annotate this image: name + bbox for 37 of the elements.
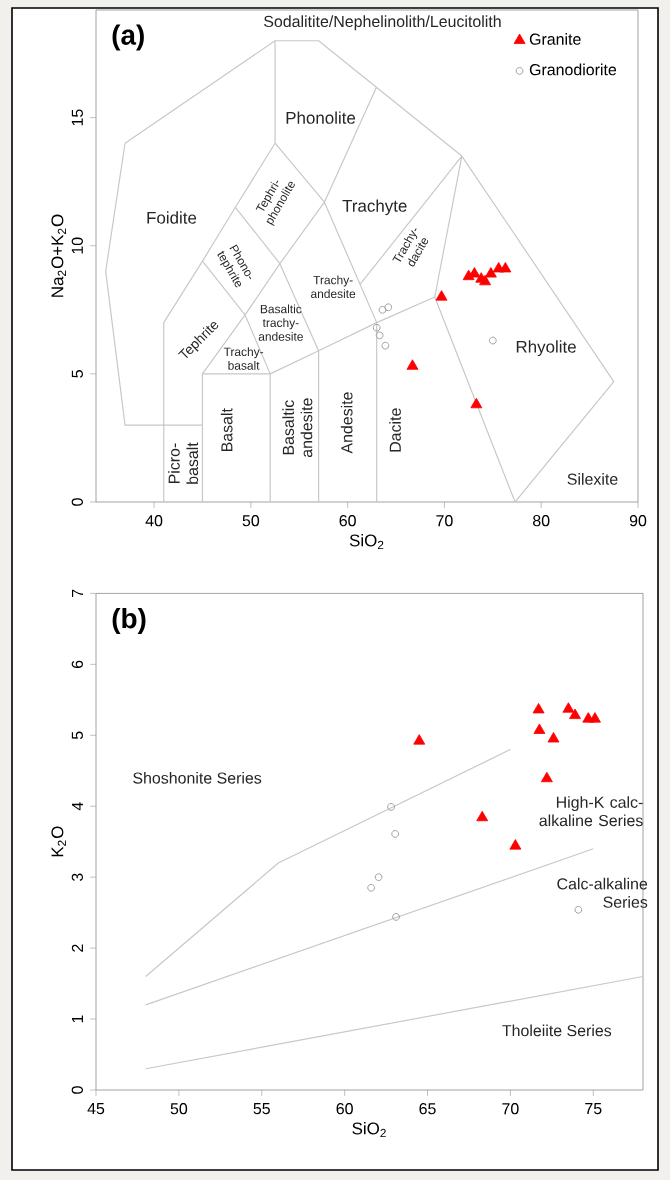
y-axis-title: K$_{2}$O xyxy=(51,826,66,857)
point xyxy=(435,290,448,301)
point xyxy=(484,267,497,278)
point xyxy=(509,839,522,850)
point xyxy=(392,913,400,921)
point xyxy=(589,712,601,723)
x-axis-title: SiO$_{2}$ xyxy=(349,533,384,550)
point xyxy=(372,323,381,332)
point xyxy=(532,702,545,714)
annotation: Trachyte xyxy=(342,199,407,216)
point xyxy=(413,734,426,745)
x-axis-title: SiO$_{2}$ xyxy=(352,1122,386,1138)
point xyxy=(391,830,400,838)
annotation: Foidite xyxy=(147,211,197,224)
point xyxy=(476,810,489,822)
point xyxy=(470,397,483,409)
point xyxy=(562,702,575,713)
point xyxy=(384,303,393,312)
point xyxy=(574,905,583,914)
point xyxy=(540,771,553,783)
point xyxy=(374,873,383,882)
point xyxy=(378,305,387,314)
point xyxy=(569,708,581,720)
point xyxy=(387,803,395,811)
point xyxy=(488,336,497,345)
y-axis-title: Na$_{2}$O+K$_{2}$O xyxy=(51,214,66,297)
point xyxy=(533,723,546,734)
point xyxy=(367,883,376,892)
point xyxy=(547,732,560,743)
chart-title: (a) xyxy=(112,24,144,51)
point xyxy=(381,341,390,350)
chart-title: (b) xyxy=(112,607,146,634)
point xyxy=(375,331,384,340)
point xyxy=(406,359,419,370)
annotation: Rhyolite xyxy=(516,340,576,357)
point xyxy=(499,262,512,273)
annotation: Phonolite xyxy=(286,111,356,124)
